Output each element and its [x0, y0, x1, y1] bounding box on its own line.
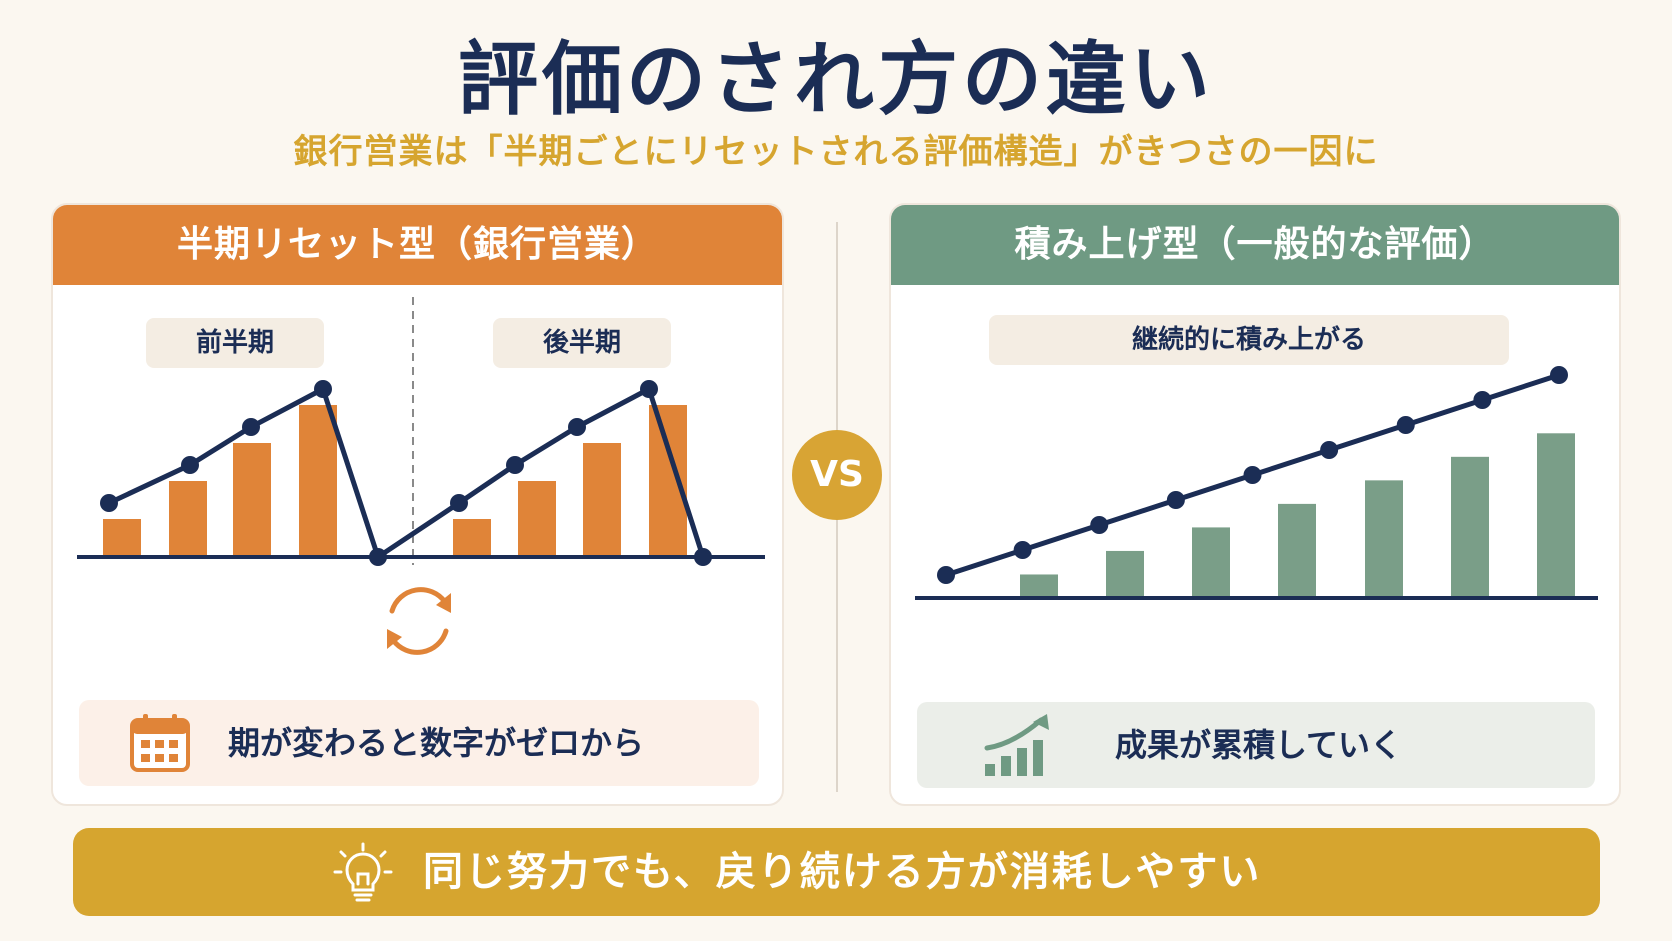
trend-point: [1396, 416, 1415, 434]
calendar-icon: [130, 714, 190, 772]
trend-point: [568, 418, 586, 436]
trend-point: [937, 566, 955, 584]
chart-bar: [1278, 503, 1316, 598]
cumulative-type-panel: 積み上げ型（一般的な評価） 継続的に積み上がる 成果が累積していく: [889, 203, 1621, 806]
chart-bar: [1537, 433, 1575, 598]
chart-bar: [1365, 480, 1403, 598]
cumulative-note-text: 成果が累積していく: [1115, 726, 1403, 764]
second-half-chip: 後半期: [493, 318, 671, 368]
trend-point: [242, 418, 260, 436]
chart-bar: [1192, 527, 1230, 598]
chart-bar: [583, 443, 621, 557]
chart-bar: [1106, 550, 1144, 598]
cumulative-chart: [915, 366, 1598, 600]
page-subtitle: 銀行営業は「半期ごとにリセットされる評価構造」がきつさの一因に: [293, 132, 1379, 172]
trend-line: [107, 386, 706, 560]
chart-bar: [233, 443, 271, 557]
trend-point: [1320, 441, 1339, 459]
page-title: 評価のされ方の違い: [458, 33, 1214, 126]
reset-note-box: 期が変わると数字がゼロから: [79, 700, 759, 786]
cumulative-type-header: 積み上げ型（一般的な評価）: [891, 205, 1619, 285]
trend-point: [1550, 366, 1568, 384]
trend-point: [1473, 391, 1492, 409]
trend-point: [181, 456, 199, 474]
vs-badge: VS: [792, 430, 882, 520]
first-half-chip: 前半期: [146, 318, 324, 368]
trend-point: [100, 494, 118, 512]
reset-type-header: 半期リセット型（銀行営業）: [53, 205, 782, 285]
chart-bar: [1020, 574, 1058, 598]
reset-note-text: 期が変わると数字がゼロから: [228, 724, 645, 762]
trend-point: [450, 494, 468, 512]
trend-point: [1166, 491, 1185, 509]
lightbulb-icon: [333, 842, 393, 902]
chart-bar: [453, 519, 491, 557]
chart-bar: [518, 481, 556, 557]
chart-bar: [103, 519, 141, 557]
trend-point: [694, 548, 712, 566]
refresh-icon: [387, 587, 451, 655]
chart-bar: [1451, 456, 1489, 598]
trend-point: [1090, 516, 1109, 534]
chart-bar: [169, 481, 207, 557]
reset-chart: [77, 297, 765, 655]
conclusion-banner: 同じ努力でも、戻り続ける方が消耗しやすい: [73, 828, 1600, 916]
growth-chart-icon: [984, 714, 1049, 776]
chart-bar: [299, 405, 337, 557]
trend-point: [314, 380, 332, 398]
chart-bar: [649, 405, 687, 557]
conclusion-text: 同じ努力でも、戻り続ける方が消耗しやすい: [423, 849, 1262, 895]
trend-point: [369, 548, 387, 566]
trend-point: [506, 456, 524, 474]
continuous-growth-chip: 継続的に積み上がる: [989, 315, 1509, 365]
trend-point: [640, 380, 658, 398]
cumulative-note-box: 成果が累積していく: [917, 702, 1595, 788]
trend-point: [1013, 541, 1032, 559]
trend-point: [1243, 466, 1262, 484]
reset-type-panel: 半期リセット型（銀行営業） 前半期 後半期 期が変わると数字がゼロから: [51, 203, 784, 806]
